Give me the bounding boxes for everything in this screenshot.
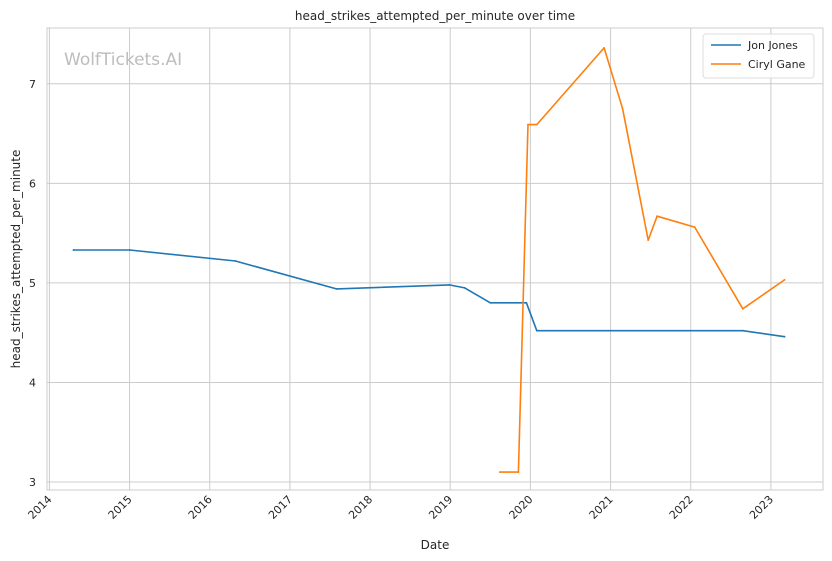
x-tick-label-2014: 2014 bbox=[26, 493, 55, 522]
x-tick-label-2018: 2018 bbox=[346, 493, 375, 522]
data-point-ciryl-gane-4 bbox=[603, 47, 605, 49]
x-tick-label-2015: 2015 bbox=[106, 493, 135, 522]
y-tick-label-3: 3 bbox=[29, 476, 36, 489]
data-point-jon-jones-4 bbox=[448, 284, 451, 286]
data-point-ciryl-gane-3 bbox=[535, 123, 538, 126]
y-tick-label-5: 5 bbox=[29, 277, 36, 290]
data-point-ciryl-gane-7 bbox=[656, 215, 658, 218]
legend-label-ciryl-gane: Ciryl Gane bbox=[748, 58, 806, 71]
data-point-jon-jones-1 bbox=[128, 249, 131, 251]
legend-label-jon-jones: Jon Jones bbox=[747, 39, 798, 52]
series-layer bbox=[72, 47, 786, 473]
y-gridlines bbox=[47, 83, 823, 483]
data-point-jon-jones-0 bbox=[72, 249, 75, 251]
data-point-jon-jones-7 bbox=[525, 301, 528, 304]
watermark-text: WolfTickets.AI bbox=[64, 50, 182, 70]
data-point-jon-jones-9 bbox=[741, 329, 744, 332]
data-point-ciryl-gane-2 bbox=[527, 123, 529, 126]
data-point-ciryl-gane-0 bbox=[499, 471, 501, 473]
x-tick-label-2023: 2023 bbox=[747, 493, 776, 522]
data-point-ciryl-gane-10 bbox=[783, 279, 786, 281]
y-axis-label: head_strikes_attempted_per_minute bbox=[9, 150, 23, 369]
data-point-ciryl-gane-6 bbox=[647, 239, 650, 242]
data-point-ciryl-gane-1 bbox=[517, 471, 520, 473]
x-tick-labels: 2014 2015 2016 2017 2018 2019 2020 2021 2022 2023 bbox=[26, 493, 776, 522]
data-point-jon-jones-2 bbox=[234, 260, 237, 262]
data-point-ciryl-gane-8 bbox=[693, 226, 696, 229]
plot-area bbox=[46, 27, 824, 491]
data-point-jon-jones-8 bbox=[535, 329, 538, 332]
x-tick-label-2016: 2016 bbox=[186, 493, 215, 522]
y-tick-label-6: 6 bbox=[29, 177, 36, 190]
data-point-jon-jones-5 bbox=[463, 287, 466, 289]
x-axis-label: Date bbox=[421, 538, 450, 552]
x-tick-label-2021: 2021 bbox=[587, 493, 616, 522]
chart-title: head_strikes_attempted_per_minute over t… bbox=[295, 9, 575, 23]
y-tick-label-7: 7 bbox=[29, 78, 36, 91]
legend: Jon Jones Ciryl Gane bbox=[702, 33, 815, 79]
x-tick-label-2019: 2019 bbox=[426, 493, 455, 522]
x-gridlines bbox=[48, 28, 772, 490]
y-tick-label-4: 4 bbox=[29, 376, 36, 389]
x-tick-label-2022: 2022 bbox=[667, 493, 696, 522]
data-point-jon-jones-10 bbox=[783, 335, 786, 338]
x-tick-label-2020: 2020 bbox=[507, 493, 536, 522]
y-tick-labels: 3 4 5 6 7 bbox=[29, 78, 36, 489]
data-point-ciryl-gane-5 bbox=[621, 107, 624, 110]
data-point-ciryl-gane-9 bbox=[741, 307, 744, 310]
x-tick-label-2017: 2017 bbox=[266, 493, 295, 522]
data-point-jon-jones-3 bbox=[335, 288, 338, 290]
data-point-jon-jones-6 bbox=[489, 301, 492, 304]
